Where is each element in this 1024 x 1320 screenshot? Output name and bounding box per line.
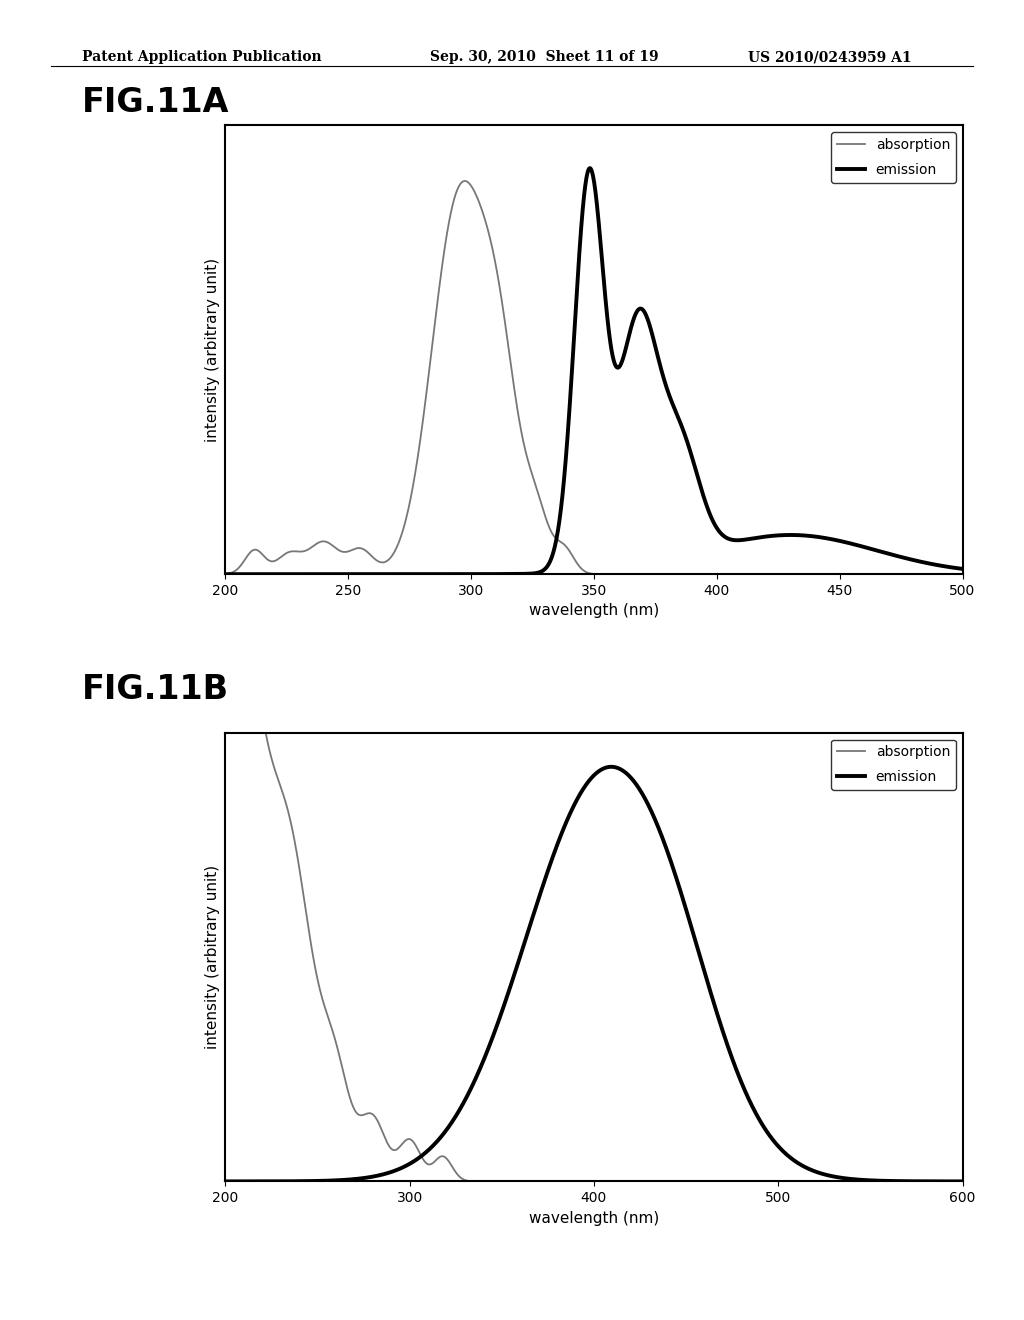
- Legend: absorption, emission: absorption, emission: [831, 132, 955, 182]
- Y-axis label: intensity (arbitrary unit): intensity (arbitrary unit): [205, 865, 220, 1049]
- X-axis label: wavelength (nm): wavelength (nm): [528, 1210, 659, 1226]
- Text: Patent Application Publication: Patent Application Publication: [82, 50, 322, 65]
- Y-axis label: intensity (arbitrary unit): intensity (arbitrary unit): [205, 257, 220, 442]
- Text: Sep. 30, 2010  Sheet 11 of 19: Sep. 30, 2010 Sheet 11 of 19: [430, 50, 658, 65]
- Text: FIG.11B: FIG.11B: [82, 673, 229, 706]
- Legend: absorption, emission: absorption, emission: [831, 739, 955, 789]
- Text: FIG.11A: FIG.11A: [82, 86, 229, 119]
- X-axis label: wavelength (nm): wavelength (nm): [528, 603, 659, 619]
- Text: US 2010/0243959 A1: US 2010/0243959 A1: [748, 50, 911, 65]
